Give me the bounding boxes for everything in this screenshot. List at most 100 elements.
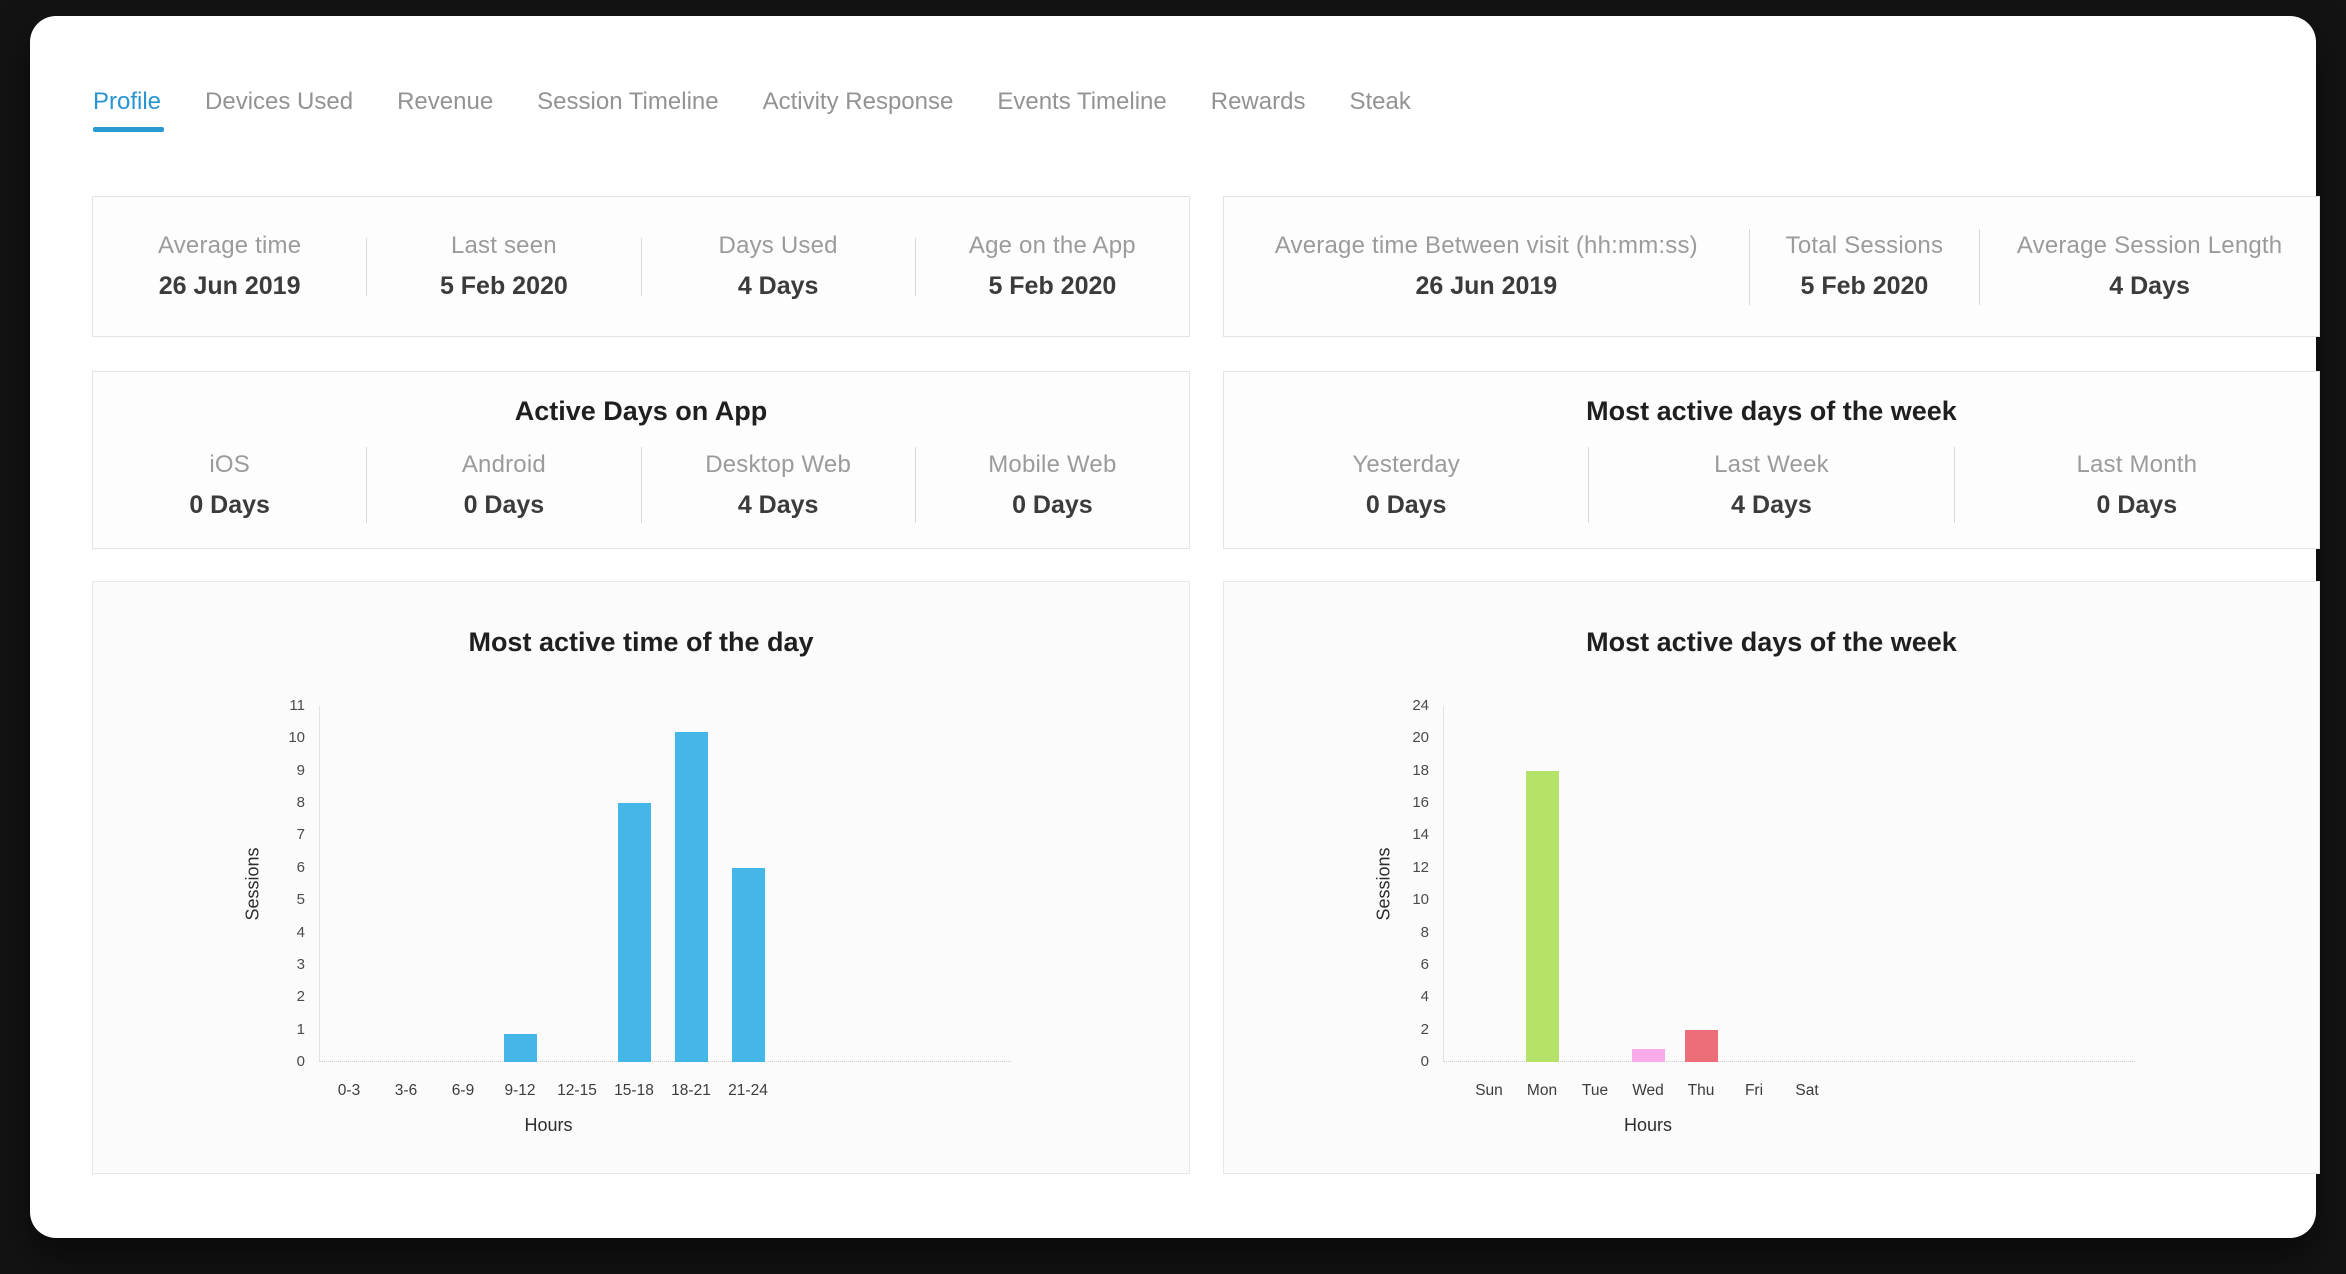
x-axis-tick-label: Thu xyxy=(1687,1082,1715,1099)
chart-title: Most active days of the week xyxy=(1586,627,1957,657)
plot-area xyxy=(319,706,1011,1062)
y-axis-title: Sessions xyxy=(242,847,263,921)
stat-label: Desktop Web xyxy=(705,450,852,478)
stat-android: Android 0 Days xyxy=(367,451,640,520)
y-axis-tick-label: 2 xyxy=(296,988,305,1006)
stat-label: Days Used xyxy=(718,232,838,259)
x-axis-tick-label: 9-12 xyxy=(504,1082,536,1099)
bar-Mon[interactable] xyxy=(1525,771,1559,1062)
x-axis-tick-label: Mon xyxy=(1526,1082,1558,1099)
stat-value: 4 Days xyxy=(1731,490,1812,519)
stat-value: 4 Days xyxy=(737,272,819,300)
x-axis-tick-label: 18-21 xyxy=(671,1082,711,1099)
x-axis-tick-label: 0-3 xyxy=(337,1082,361,1099)
y-axis-tick-label: 1 xyxy=(296,1020,305,1038)
stat-value: 26 Jun 2019 xyxy=(158,272,301,300)
vertical-divider xyxy=(1748,228,1750,305)
hourly-activity-chart-card: Most active time of the day 0 1 2 3 4 5 6 7 8 9 10… xyxy=(92,581,1190,1174)
hourly-activity-chart: 0 1 2 3 4 5 6 7 8 9 10 11 0-3 3-6 6-9 9-12 12-15 15-18 18-… xyxy=(93,582,1189,1173)
stat-value: 5 Feb 2020 xyxy=(439,272,568,300)
vertical-divider xyxy=(366,447,368,523)
y-axis-tick-label: 5 xyxy=(296,891,305,909)
stat-value: 0 Days xyxy=(189,490,270,519)
tab-revenue[interactable]: Revenue xyxy=(397,88,494,115)
y-axis-tick-label: 18 xyxy=(1412,761,1429,779)
x-axis-tick-label: Tue xyxy=(1581,1082,1609,1099)
vertical-divider xyxy=(640,237,642,296)
x-axis-tick-label: Fri xyxy=(1744,1082,1764,1099)
tab-profile[interactable]: Profile xyxy=(93,88,165,132)
y-axis-tick-label: 7 xyxy=(296,826,305,844)
stat-ios: iOS 0 Days xyxy=(93,451,366,520)
active-days-card: Active Days on App iOS 0 Days Android 0 … xyxy=(92,371,1190,549)
vertical-divider xyxy=(366,237,368,296)
stat-days-used: Days Used 4 Days xyxy=(642,232,915,301)
tab-rewards[interactable]: Rewards xyxy=(1210,88,1306,115)
stat-desktop-web: Desktop Web 4 Days xyxy=(642,451,915,520)
x-axis-tick-label: 6-9 xyxy=(451,1082,475,1099)
stat-label: Yesterday xyxy=(1352,450,1460,478)
main-panel: Profile Devices Used Revenue Session Tim… xyxy=(30,16,2320,1238)
bar-18-21[interactable] xyxy=(674,732,708,1062)
y-axis-tick-label: 24 xyxy=(1412,697,1429,714)
stat-label: iOS xyxy=(209,450,250,478)
y-axis-tick-label: 6 xyxy=(1420,955,1429,973)
x-axis-tick-label: Sun xyxy=(1475,1082,1503,1099)
x-axis-tick-label: 12-15 xyxy=(557,1082,597,1099)
tab-events-timeline[interactable]: Events Timeline xyxy=(997,88,1167,115)
stat-label: Mobile Web xyxy=(988,450,1117,478)
stat-label: Last Month xyxy=(2076,450,2198,478)
card-title: Most active days of the week xyxy=(1586,396,1957,426)
stat-label: Age on the App xyxy=(968,232,1136,259)
session-summary-card: Average time Between visit (hh:mm:ss) 26… xyxy=(1223,196,2320,337)
vertical-divider xyxy=(640,447,642,523)
y-axis-tick-label: 2 xyxy=(1420,1020,1429,1038)
usage-summary-stats: Average time 26 Jun 2019 Last seen 5 Feb… xyxy=(93,197,1189,336)
bar-15-18[interactable] xyxy=(617,803,651,1062)
stat-total-sessions: Total Sessions 5 Feb 2020 xyxy=(1750,232,1980,301)
bar-Wed[interactable] xyxy=(1631,1049,1665,1062)
y-axis-tick-label: 9 xyxy=(296,761,305,779)
stat-age-on-app: Age on the App 5 Feb 2020 xyxy=(916,232,1189,301)
stat-avg-session-length: Average Session Length 4 Days xyxy=(1980,232,2319,301)
tab-devices-used[interactable]: Devices Used xyxy=(205,88,354,115)
tab-activity-response[interactable]: Activity Response xyxy=(762,88,954,115)
stat-label: Average time Between visit (hh:mm:ss) xyxy=(1274,232,1698,259)
tab-steak[interactable]: Steak xyxy=(1349,88,1411,115)
vertical-divider xyxy=(1979,228,1981,305)
y-axis-tick-label: 12 xyxy=(1412,858,1429,876)
tab-bar: Profile Devices Used Revenue Session Tim… xyxy=(93,88,1411,132)
stat-yesterday: Yesterday 0 Days xyxy=(1224,451,1588,520)
y-axis-tick-label: 3 xyxy=(296,955,305,973)
bar-Thu[interactable] xyxy=(1684,1030,1718,1062)
weekday-activity-chart-card: Most active days of the week 0 2 4 6 8 10 12 14… xyxy=(1223,581,2320,1174)
y-axis-title: Sessions xyxy=(1373,847,1394,921)
bar-21-24[interactable] xyxy=(731,868,765,1062)
stat-label: Average time xyxy=(157,232,302,259)
stat-value: 0 Days xyxy=(1012,490,1093,519)
chart-title: Most active time of the day xyxy=(468,627,814,657)
stat-average-time: Average time 26 Jun 2019 xyxy=(93,232,366,301)
most-active-days-card: Most active days of the week Yesterday 0… xyxy=(1223,371,2320,549)
vertical-divider xyxy=(914,237,916,296)
bar-9-12[interactable] xyxy=(503,1034,537,1062)
stat-mobile-web: Mobile Web 0 Days xyxy=(916,451,1189,520)
y-axis-tick-label: 8 xyxy=(296,794,305,812)
stat-avg-time-between-visit: Average time Between visit (hh:mm:ss) 26… xyxy=(1224,232,1749,301)
stat-value: 0 Days xyxy=(463,490,545,519)
tab-session-timeline[interactable]: Session Timeline xyxy=(537,88,719,115)
stat-label: Android xyxy=(461,450,546,478)
active-days-stats: iOS 0 Days Android 0 Days Desktop Web 4 … xyxy=(93,447,1189,523)
x-axis-tick-label: 15-18 xyxy=(614,1082,654,1099)
y-axis-tick-label: 20 xyxy=(1412,729,1429,747)
x-axis-tick-label: 21-24 xyxy=(728,1082,768,1099)
y-axis-tick-label: 8 xyxy=(1420,923,1429,941)
stat-value: 0 Days xyxy=(1365,490,1447,519)
y-axis-tick-label: 11 xyxy=(289,697,305,714)
session-summary-stats: Average time Between visit (hh:mm:ss) 26… xyxy=(1224,197,2319,336)
y-axis-tick-label: 10 xyxy=(288,729,305,747)
y-axis-tick-label: 4 xyxy=(296,923,305,941)
weekday-activity-chart: 0 2 4 6 8 10 12 14 16 18 20 24 Sun Mon Tue Wed Thu Fri Sat… xyxy=(1224,582,2319,1173)
y-axis-tick-label: 14 xyxy=(1412,826,1429,844)
usage-summary-card: Average time 26 Jun 2019 Last seen 5 Feb… xyxy=(92,196,1190,337)
